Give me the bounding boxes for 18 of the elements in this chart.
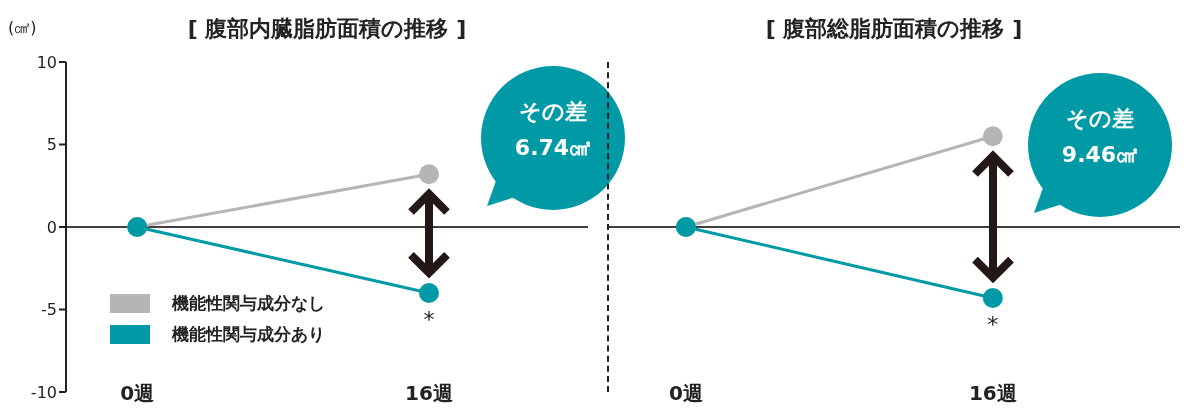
y-axis-title: (㎠): [8, 18, 37, 39]
y-tick-label: 10: [36, 52, 57, 72]
x-tick-label: 0週: [120, 381, 155, 406]
x-tick-label: 16週: [968, 381, 1017, 406]
y-tick-label: -10: [30, 382, 57, 402]
annotation: *: [422, 307, 436, 332]
y-tick-label: 5: [46, 135, 57, 155]
annotation: *: [986, 311, 1000, 337]
y-tick-label: 0: [46, 217, 57, 237]
legend-label: 機能性関与成分あり: [172, 323, 325, 346]
legend-label: 機能性関与成分なし: [172, 292, 325, 315]
x-tick-label: 16週: [405, 381, 453, 406]
chart-title: [ 腹部総脂肪面積の推移 ]: [764, 15, 1024, 43]
x-tick-label: 0週: [668, 381, 703, 406]
chart-title: [ 腹部内臓脂肪面積の推移 ]: [186, 15, 468, 43]
y-tick-label: -5: [41, 300, 57, 320]
annotation: その差 6.74㎠: [514, 99, 592, 160]
annotation: その差 9.46㎠: [1061, 106, 1139, 167]
